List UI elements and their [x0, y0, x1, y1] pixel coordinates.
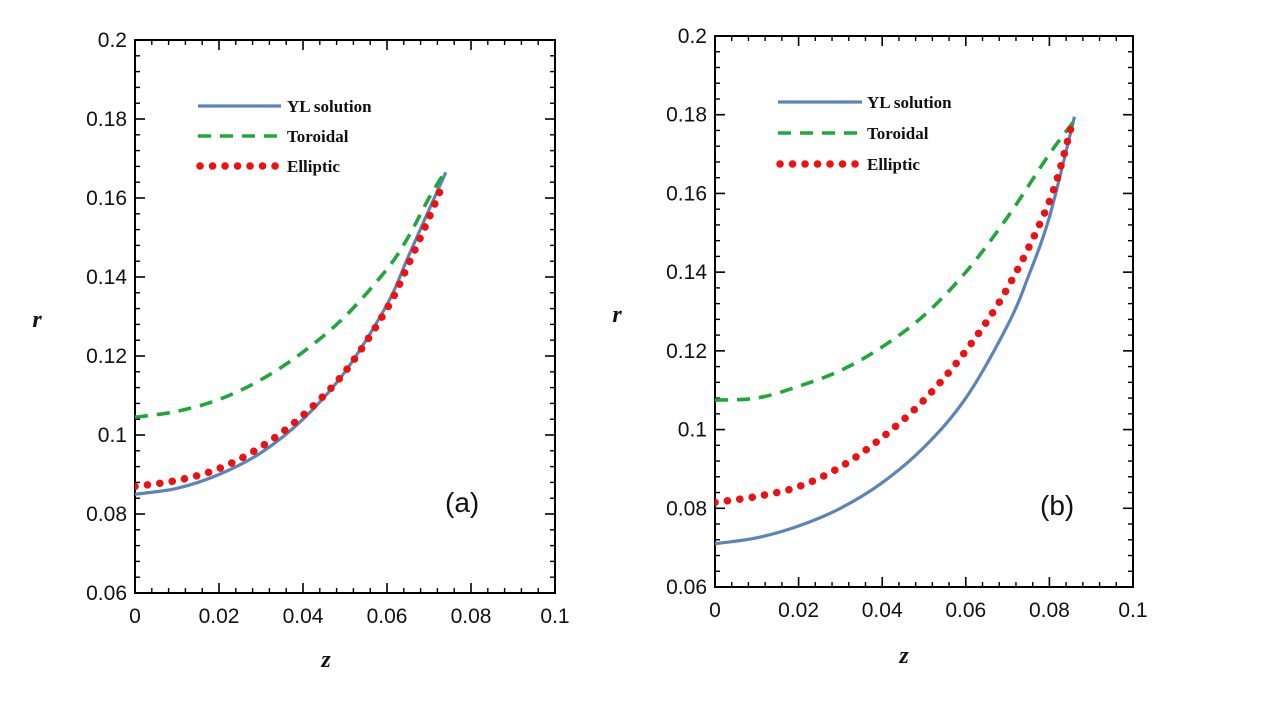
legend-label: Elliptic: [287, 157, 340, 176]
series-line-yl-solution: [135, 171, 448, 496]
legend-label: Toroidal: [867, 124, 929, 143]
legend-label: YL solution: [287, 97, 372, 116]
y-tick-label: 0.2: [98, 29, 127, 52]
x-tick-label: 0.08: [451, 605, 492, 628]
y-tick-label: 0.12: [86, 345, 127, 368]
series-line-toroidal: [715, 119, 1076, 402]
x-tick-label: 0: [709, 599, 721, 622]
panel-label: (a): [445, 487, 479, 518]
x-tick-label: 0.08: [1029, 599, 1070, 622]
x-tick-label: 0.1: [1118, 599, 1147, 622]
x-tick-label: 0: [129, 605, 141, 628]
x-tick-label: 0.1: [540, 605, 569, 628]
plot-frame: [714, 35, 1134, 588]
y-axis-title: r: [32, 307, 42, 333]
series-line-toroidal: [135, 169, 448, 420]
x-tick-label: 0.06: [945, 599, 986, 622]
y-axis-title: r: [612, 302, 622, 328]
series-line-elliptic: [715, 118, 1077, 507]
series-line-yl-solution: [715, 116, 1077, 546]
y-tick-label: 0.12: [666, 340, 707, 363]
legend: YL solution Toroidal Elliptic: [196, 97, 372, 176]
x-tick-label: 0.06: [367, 605, 408, 628]
panel-label: (b): [1040, 490, 1074, 521]
y-tick-label: 0.18: [666, 104, 707, 127]
y-tick-label: 0.1: [678, 419, 707, 442]
x-axis-title: z: [898, 643, 909, 669]
legend-label: YL solution: [867, 93, 952, 112]
x-tick-label: 0.02: [778, 599, 819, 622]
legend: YL solution Toroidal Elliptic: [776, 93, 952, 174]
y-tick-label: 0.14: [86, 266, 127, 289]
minor-ticks: [715, 36, 1133, 587]
x-tick-label: 0.04: [283, 605, 324, 628]
minor-ticks: [135, 40, 555, 593]
y-tick-label: 0.06: [86, 582, 127, 605]
y-tick-label: 0.08: [86, 503, 127, 526]
panel-a: 0.06 0.08 0.1 0.12 0.14 0.16 0.18 0.2 0 0.02 0.04 0…: [32, 29, 569, 673]
legend-label: Elliptic: [867, 155, 920, 174]
y-tick-label: 0.14: [666, 261, 707, 284]
y-tick-label: 0.2: [678, 25, 707, 48]
x-tick-label: 0.04: [862, 599, 903, 622]
y-tick-label: 0.06: [666, 576, 707, 599]
series-line-elliptic: [135, 178, 448, 491]
x-axis-title: z: [320, 647, 331, 673]
y-tick-label: 0.18: [86, 108, 127, 131]
y-tick-label: 0.16: [666, 182, 707, 205]
panel-b: 0.06 0.08 0.1 0.12 0.14 0.16 0.18 0.2 0 0.02 0.04 0…: [612, 25, 1147, 669]
legend-label: Toroidal: [287, 127, 349, 146]
y-tick-label: 0.16: [86, 187, 127, 210]
x-tick-label: 0.02: [199, 605, 240, 628]
y-tick-label: 0.08: [666, 497, 707, 520]
plot-frame: [134, 39, 556, 594]
y-tick-label: 0.1: [98, 424, 127, 447]
